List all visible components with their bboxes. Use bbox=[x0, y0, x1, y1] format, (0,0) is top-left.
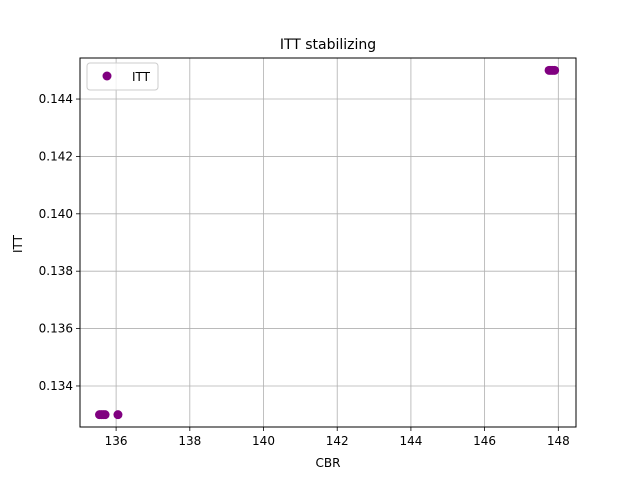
legend-box bbox=[86, 62, 159, 91]
x-tick-label: 148 bbox=[547, 434, 570, 448]
y-tick-label: 0.138 bbox=[39, 264, 73, 278]
data-point bbox=[100, 410, 110, 420]
x-axis-label: CBR bbox=[316, 456, 341, 470]
chart-title: ITT stabilizing bbox=[280, 37, 376, 53]
data-point bbox=[550, 65, 560, 75]
legend-label: ITT bbox=[132, 70, 151, 84]
x-tick-label: 144 bbox=[399, 434, 422, 448]
legend-marker bbox=[102, 71, 112, 81]
x-tick-label: 140 bbox=[252, 434, 275, 448]
legend: ITT bbox=[86, 62, 159, 91]
x-axis-ticks: 136 138 140 142 144 146 148 bbox=[105, 427, 570, 448]
x-tick-label: 142 bbox=[326, 434, 349, 448]
plot-area bbox=[79, 57, 577, 428]
y-axis-label: ITT bbox=[11, 234, 25, 253]
y-tick-label: 0.136 bbox=[39, 322, 73, 336]
y-tick-label: 0.140 bbox=[39, 207, 73, 221]
y-tick-label: 0.134 bbox=[39, 379, 73, 393]
y-tick-label: 0.142 bbox=[39, 149, 73, 163]
data-point bbox=[113, 410, 123, 420]
data-points bbox=[95, 65, 560, 420]
x-tick-label: 146 bbox=[473, 434, 496, 448]
y-axis-ticks: 0.134 0.136 0.138 0.140 0.142 0.144 bbox=[39, 92, 80, 393]
y-tick-label: 0.144 bbox=[39, 92, 73, 106]
x-tick-label: 136 bbox=[105, 434, 128, 448]
x-tick-label: 138 bbox=[178, 434, 201, 448]
grid bbox=[80, 58, 576, 427]
